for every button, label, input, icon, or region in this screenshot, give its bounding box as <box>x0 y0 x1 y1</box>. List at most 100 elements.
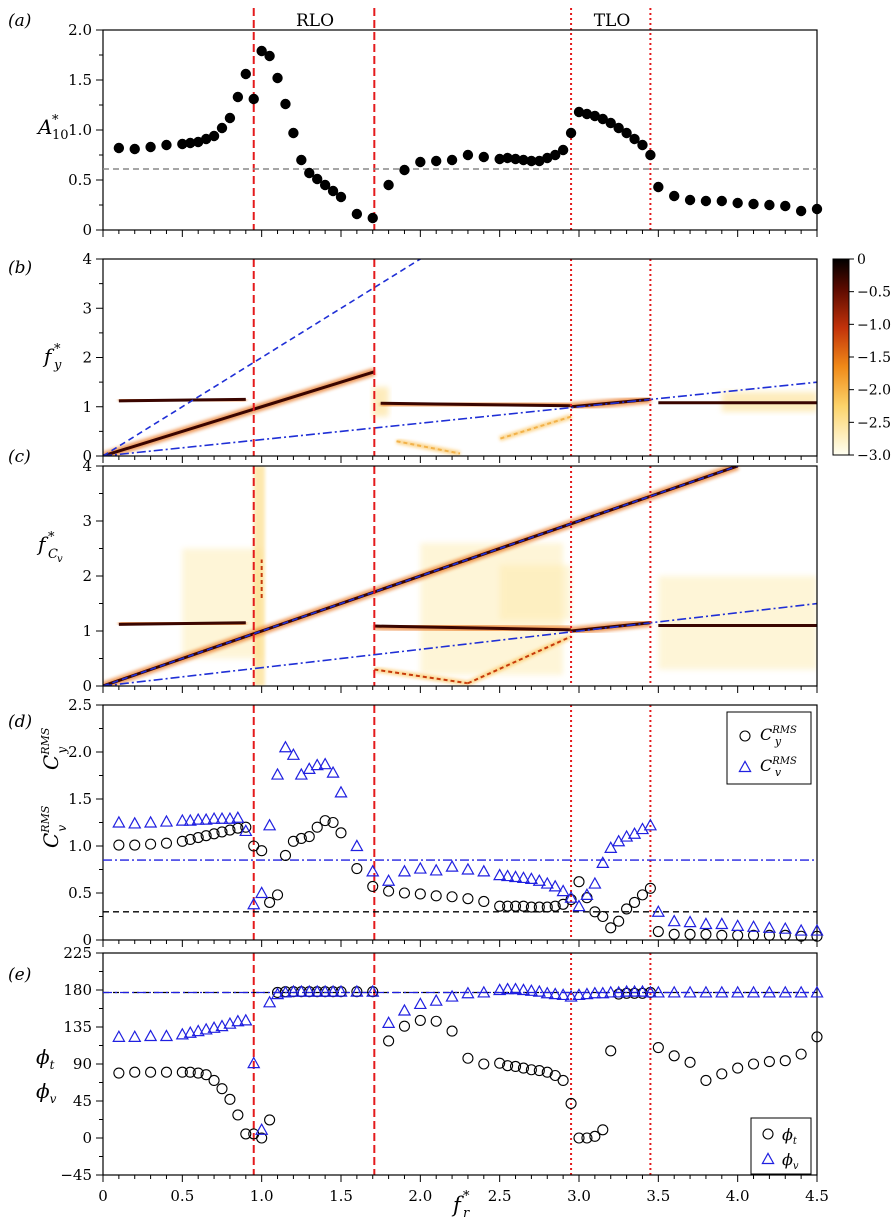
cv-rms-point <box>540 876 554 889</box>
cv-rms-point <box>326 765 340 778</box>
spectral-ridge <box>118 621 246 626</box>
phi-v-point <box>223 1016 237 1029</box>
cy-rms-point <box>367 880 379 892</box>
a10-point <box>526 155 537 167</box>
a10-point <box>327 185 339 197</box>
x-tick-label: 1.0 <box>250 1187 274 1205</box>
phi-v-point <box>286 984 301 997</box>
cy-rms-point <box>398 887 411 899</box>
y-tick-label: 0.5 <box>68 171 92 189</box>
heatmap-b <box>103 259 817 456</box>
phi-t-point <box>200 1069 212 1081</box>
y-tick-label: 4 <box>82 250 92 268</box>
cv-rms-point <box>572 899 586 912</box>
phi-t-point <box>446 1025 458 1037</box>
cy-rms-point <box>335 827 347 839</box>
cy-rms-point <box>319 815 331 827</box>
a10-point <box>732 197 743 209</box>
y-tick-label: 3 <box>82 512 92 530</box>
y-tick-label: 90 <box>73 1055 92 1073</box>
y-tick-label: 1.5 <box>68 790 92 808</box>
phi-v-point <box>572 988 586 1001</box>
x-tick-label: 4.5 <box>805 1187 829 1205</box>
a10-point <box>264 50 275 62</box>
phi-v-point <box>445 989 459 1002</box>
reference-line-dashdot <box>103 602 817 686</box>
a10-point <box>534 155 545 167</box>
a10-point <box>256 45 267 57</box>
phi-t-point <box>549 1069 561 1082</box>
colorbar-gradient <box>832 258 850 456</box>
a10-point <box>494 153 505 165</box>
phi-t-point <box>628 987 641 999</box>
cy-rms-point <box>549 900 561 912</box>
phi-v-point <box>548 987 562 1000</box>
cv-rms-point <box>778 921 792 934</box>
cy-rms-point <box>160 837 173 849</box>
a10-point <box>304 167 315 179</box>
phi-t-point <box>605 1045 617 1057</box>
cv-rms-point <box>286 747 301 760</box>
cy-rms-point <box>462 893 474 905</box>
spectral-noise <box>499 565 572 620</box>
axes-frame-e <box>102 952 818 1176</box>
cy-rms-point <box>208 828 220 840</box>
cv-rms-point <box>683 915 697 928</box>
cv-rms-point <box>651 904 665 917</box>
phi-v-point <box>731 985 745 998</box>
phi-v-point <box>778 985 792 998</box>
heatmap-c <box>103 466 817 686</box>
phi-t-point <box>517 1062 530 1074</box>
a10-point <box>288 127 299 139</box>
phi-t-point <box>478 1058 490 1070</box>
a10-point <box>280 98 291 110</box>
cv-rms-point <box>762 920 777 933</box>
cv-rms-point <box>366 864 380 877</box>
phi-v-point <box>619 984 634 997</box>
cy-rms-point <box>533 901 545 913</box>
legend-marker-cy <box>739 730 751 742</box>
phi-v-point <box>143 1029 158 1042</box>
cy-rms-point <box>732 929 744 941</box>
phi-v-point <box>627 984 642 997</box>
phi-v-point <box>493 983 507 996</box>
cv-rms-point <box>270 767 285 780</box>
phi-v-point <box>699 985 713 998</box>
phi-v-point <box>128 1030 142 1042</box>
phi-t-point <box>732 1062 744 1074</box>
cv-rms-point <box>746 920 761 932</box>
phi-t-point <box>145 1066 157 1078</box>
y-tick-label: 45 <box>73 1092 92 1110</box>
phi-t-point <box>525 1064 537 1076</box>
phi-v-point <box>366 984 380 997</box>
phi-t-point <box>795 1048 807 1060</box>
panel-e: −45 0 45 90 135 180 225 0 0.5 1.0 1.5 2.0 2.5 3.0 3.5 4… <box>60 944 829 1205</box>
cv-rms-point <box>588 876 602 889</box>
cv-rms-point <box>183 813 197 826</box>
cy-rms-point <box>271 889 284 901</box>
phi-t-point <box>509 1060 522 1073</box>
cv-rms-point <box>381 873 396 886</box>
cy-rms-point <box>628 896 641 908</box>
cy-rms-point <box>176 835 188 847</box>
a10-point <box>565 127 577 139</box>
cy-rms-point <box>541 901 553 913</box>
cv-rms-point <box>239 824 253 837</box>
cy-rms-point <box>613 915 625 927</box>
panel-b: 0 1 2 3 4 <box>82 250 818 465</box>
a10-point <box>431 155 442 167</box>
phi-v-point <box>397 1003 412 1016</box>
cv-rms-point <box>310 758 324 771</box>
phi-v-point <box>262 995 277 1008</box>
cv-rms-point <box>731 919 745 931</box>
y-tick-label: 0 <box>82 677 92 695</box>
spectral-ridge <box>499 415 572 440</box>
phi-v-point <box>175 1027 189 1040</box>
cy-rms-point <box>581 892 593 904</box>
cv-rms-point <box>255 886 269 899</box>
a10-point <box>319 179 331 191</box>
phi-v-point <box>651 985 665 998</box>
